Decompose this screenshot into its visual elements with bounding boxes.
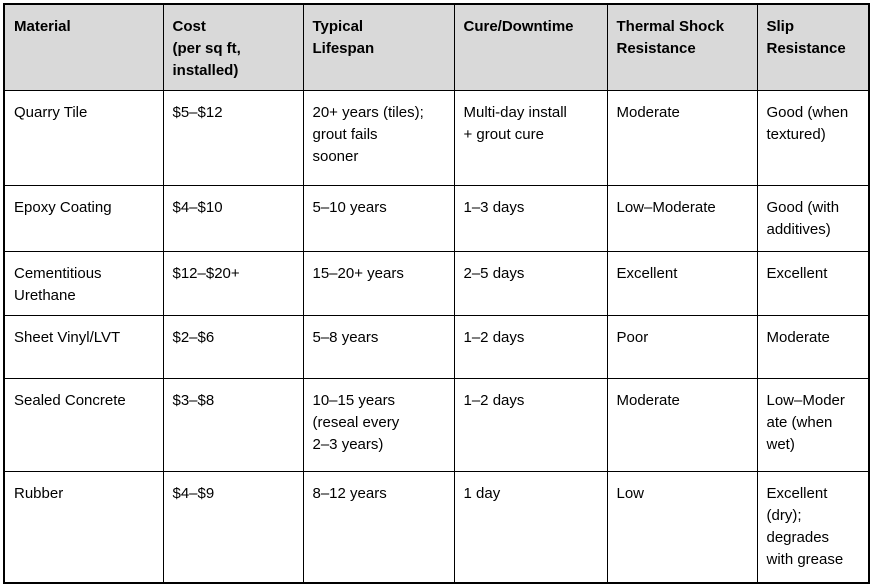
- header-row: Material Cost (per sq ft, installed) Typ…: [3, 3, 870, 91]
- column-header-slip-resistance: Slip Resistance: [756, 3, 870, 91]
- cell-lifespan: 10–15 years (reseal every 2–3 years): [302, 378, 455, 472]
- cell-thermal-shock: Moderate: [606, 378, 758, 472]
- cell-material: Epoxy Coating: [3, 185, 164, 252]
- column-header-cost: Cost (per sq ft, installed): [162, 3, 304, 91]
- cell-cure-downtime: 2–5 days: [453, 251, 608, 316]
- column-header-thermal-shock: Thermal Shock Resistance: [606, 3, 758, 91]
- cell-lifespan: 15–20+ years: [302, 251, 455, 316]
- table-row-epoxy-coating: Epoxy Coating $4–$10 5–10 years 1–3 days…: [3, 185, 870, 252]
- cell-cost: $5–$12: [162, 90, 304, 186]
- cell-slip-resistance: Good (when textured): [756, 90, 870, 186]
- table-row-sheet-vinyl-lvt: Sheet Vinyl/LVT $2–$6 5–8 years 1–2 days…: [3, 315, 870, 379]
- cell-slip-resistance: Excellent: [756, 251, 870, 316]
- cell-material: Quarry Tile: [3, 90, 164, 186]
- cell-material: Sealed Concrete: [3, 378, 164, 472]
- cell-lifespan: 5–8 years: [302, 315, 455, 379]
- cell-cure-downtime: 1–2 days: [453, 378, 608, 472]
- cell-thermal-shock: Excellent: [606, 251, 758, 316]
- cell-thermal-shock: Low: [606, 471, 758, 583]
- cell-cost: $4–$9: [162, 471, 304, 583]
- cell-thermal-shock: Moderate: [606, 90, 758, 186]
- cell-thermal-shock: Poor: [606, 315, 758, 379]
- cell-material: Rubber: [3, 471, 164, 583]
- cell-cost: $2–$6: [162, 315, 304, 379]
- cell-slip-resistance: Good (with additives): [756, 185, 870, 252]
- column-header-material: Material: [3, 3, 164, 91]
- cell-cure-downtime: 1 day: [453, 471, 608, 583]
- cell-cost: $4–$10: [162, 185, 304, 252]
- cell-material: Cementitious Urethane: [3, 251, 164, 316]
- table-row-quarry-tile: Quarry Tile $5–$12 20+ years (tiles); gr…: [3, 90, 870, 186]
- cell-cost: $3–$8: [162, 378, 304, 472]
- cell-cure-downtime: 1–3 days: [453, 185, 608, 252]
- cell-lifespan: 8–12 years: [302, 471, 455, 583]
- table-row-rubber: Rubber $4–$9 8–12 years 1 day Low Excell…: [3, 471, 870, 583]
- cell-thermal-shock: Low–Moderate: [606, 185, 758, 252]
- cell-lifespan: 5–10 years: [302, 185, 455, 252]
- flooring-material-comparison-table: Material Cost (per sq ft, installed) Typ…: [3, 3, 870, 584]
- cell-slip-resistance: Excellent (dry); degrades with grease: [756, 471, 870, 583]
- table-row-sealed-concrete: Sealed Concrete $3–$8 10–15 years (resea…: [3, 378, 870, 472]
- table-row-cementitious-urethane: Cementitious Urethane $12–$20+ 15–20+ ye…: [3, 251, 870, 316]
- cell-cure-downtime: Multi-day install + grout cure: [453, 90, 608, 186]
- cell-slip-resistance: Low–Moder ate (when wet): [756, 378, 870, 472]
- cell-cost: $12–$20+: [162, 251, 304, 316]
- column-header-cure-downtime: Cure/Downtime: [453, 3, 608, 91]
- cell-material: Sheet Vinyl/LVT: [3, 315, 164, 379]
- cell-cure-downtime: 1–2 days: [453, 315, 608, 379]
- cell-slip-resistance: Moderate: [756, 315, 870, 379]
- column-header-lifespan: Typical Lifespan: [302, 3, 455, 91]
- cell-lifespan: 20+ years (tiles); grout fails sooner: [302, 90, 455, 186]
